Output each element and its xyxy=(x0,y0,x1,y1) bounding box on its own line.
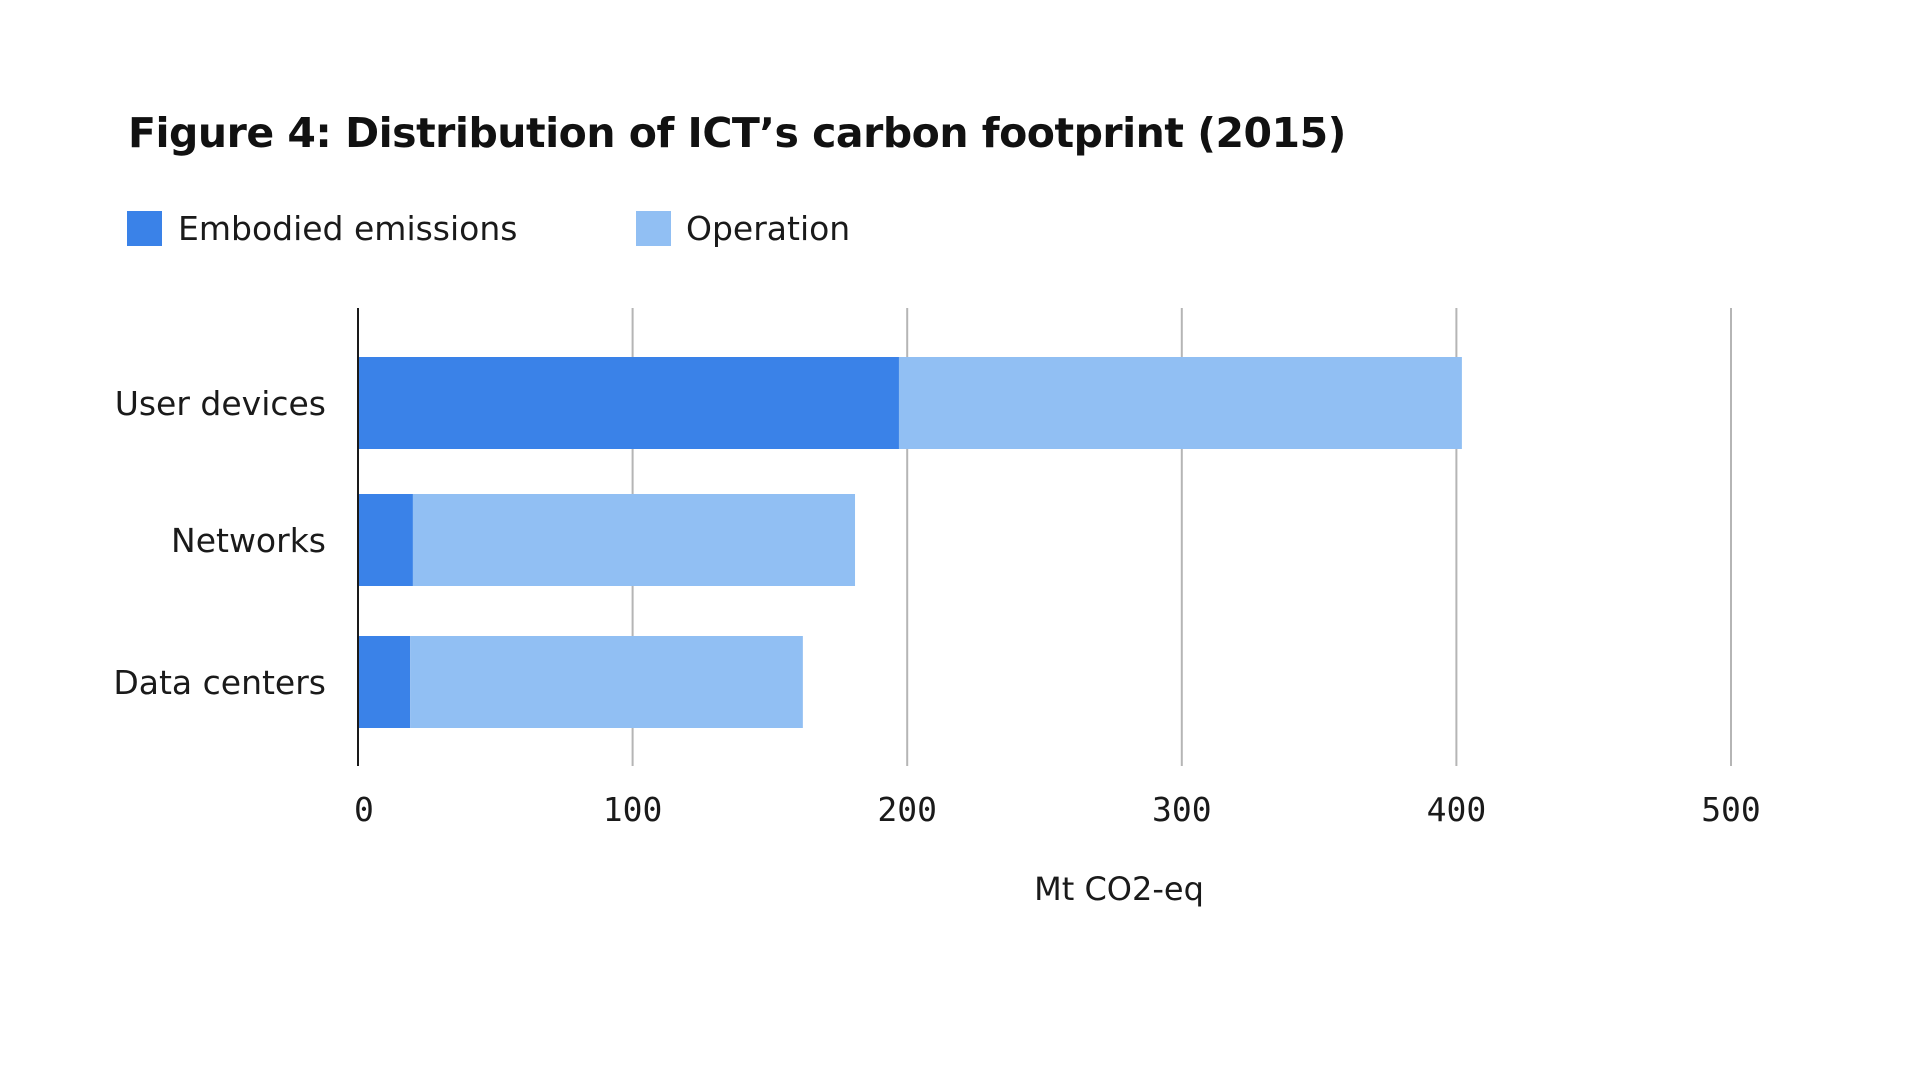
bar-networks-embodied xyxy=(358,494,413,586)
x-axis-label: Mt CO2-eq xyxy=(1034,870,1204,908)
x-tick-label-100: 100 xyxy=(603,790,663,829)
x-tick-label-300: 300 xyxy=(1152,790,1212,829)
bar-networks-operation xyxy=(412,494,856,586)
bar-user-devices-embodied xyxy=(358,357,899,449)
x-tick-label-200: 200 xyxy=(877,790,937,829)
category-labels: User devices Networks Data centers xyxy=(113,384,326,702)
x-axis: 0 100 200 300 400 500 Mt CO2-eq xyxy=(354,790,1761,908)
legend-swatch-embodied xyxy=(127,211,162,246)
bar-user-devices-operation xyxy=(898,357,1462,449)
category-label-data-centers: Data centers xyxy=(113,663,326,702)
bar-data-centers-operation xyxy=(410,636,803,728)
legend-swatch-operation xyxy=(636,211,671,246)
x-tick-labels: 0 100 200 300 400 500 xyxy=(354,790,1761,829)
legend: Embodied emissions Operation xyxy=(127,209,850,248)
x-tick-label-0: 0 xyxy=(354,790,374,829)
category-label-networks: Networks xyxy=(171,521,326,560)
category-label-user-devices: User devices xyxy=(115,384,326,423)
x-tick-label-400: 400 xyxy=(1427,790,1487,829)
legend-label-operation: Operation xyxy=(686,209,850,248)
bars xyxy=(358,357,1462,728)
bar-data-centers-embodied xyxy=(358,636,411,728)
legend-label-embodied: Embodied emissions xyxy=(178,209,517,248)
y-axis: User devices Networks Data centers xyxy=(113,308,359,766)
chart-title: Figure 4: Distribution of ICT’s carbon f… xyxy=(128,109,1346,157)
x-tick-label-500: 500 xyxy=(1701,790,1761,829)
